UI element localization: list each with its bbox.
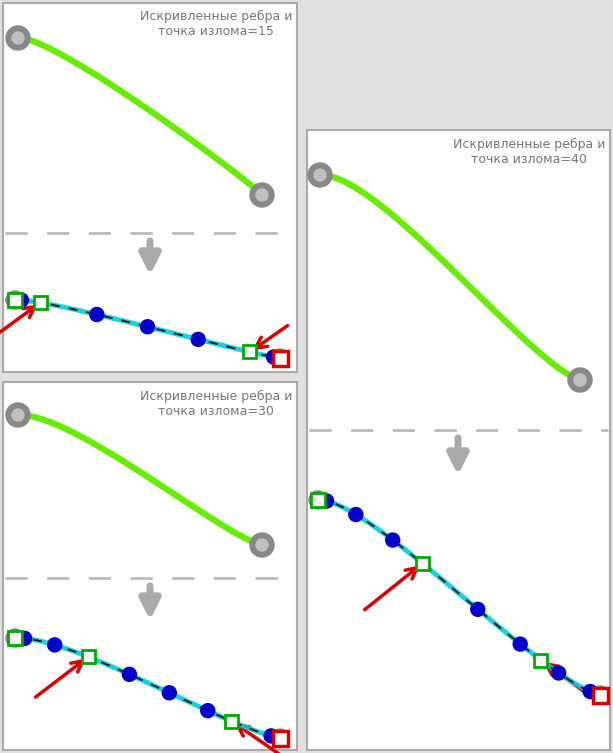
Bar — [3, 3, 297, 372]
Bar — [273, 350, 287, 365]
Circle shape — [12, 32, 24, 44]
Circle shape — [308, 163, 332, 187]
Circle shape — [15, 293, 28, 307]
Circle shape — [319, 494, 333, 508]
Bar — [3, 382, 297, 750]
Bar — [8, 293, 22, 307]
Circle shape — [271, 729, 289, 747]
Text: Искривленные ребра и
точка излома=15: Искривленные ребра и точка излома=15 — [140, 10, 292, 38]
Circle shape — [271, 349, 289, 367]
Circle shape — [313, 495, 322, 505]
Circle shape — [48, 638, 62, 652]
Circle shape — [18, 631, 32, 645]
Circle shape — [583, 684, 597, 699]
Bar — [34, 296, 47, 309]
Bar — [416, 557, 429, 570]
Circle shape — [250, 183, 274, 207]
Bar — [82, 651, 95, 663]
Circle shape — [6, 629, 24, 647]
Circle shape — [6, 403, 30, 427]
Circle shape — [568, 368, 592, 392]
Circle shape — [12, 409, 24, 421]
Text: Искривленные ребра и
точка излома=40: Искривленные ребра и точка излома=40 — [452, 138, 605, 166]
Circle shape — [256, 189, 268, 201]
Circle shape — [349, 508, 363, 522]
Circle shape — [140, 320, 154, 334]
Circle shape — [10, 633, 20, 642]
Bar — [307, 130, 610, 750]
Circle shape — [191, 332, 205, 346]
Circle shape — [162, 686, 177, 700]
Circle shape — [6, 291, 24, 309]
Circle shape — [6, 26, 30, 50]
Circle shape — [386, 533, 400, 547]
Circle shape — [574, 374, 586, 386]
Circle shape — [595, 691, 604, 700]
Circle shape — [314, 169, 326, 181]
Circle shape — [256, 539, 268, 551]
Circle shape — [90, 307, 104, 322]
Bar — [593, 687, 607, 703]
Circle shape — [123, 667, 136, 681]
Bar — [535, 654, 547, 666]
Circle shape — [267, 350, 281, 364]
Bar — [311, 493, 325, 507]
Bar — [243, 346, 256, 358]
Circle shape — [264, 729, 278, 743]
Circle shape — [275, 733, 284, 742]
Bar — [8, 631, 22, 645]
Bar — [273, 730, 287, 745]
Circle shape — [250, 533, 274, 557]
Circle shape — [275, 353, 284, 362]
Circle shape — [552, 666, 566, 680]
Circle shape — [471, 602, 485, 616]
Circle shape — [513, 637, 527, 651]
Circle shape — [201, 703, 215, 718]
Text: Искривленные ребра и
точка излома=30: Искривленные ребра и точка излома=30 — [140, 390, 292, 418]
Bar — [226, 715, 238, 728]
Circle shape — [10, 295, 20, 304]
Circle shape — [591, 686, 609, 704]
Circle shape — [309, 491, 327, 509]
